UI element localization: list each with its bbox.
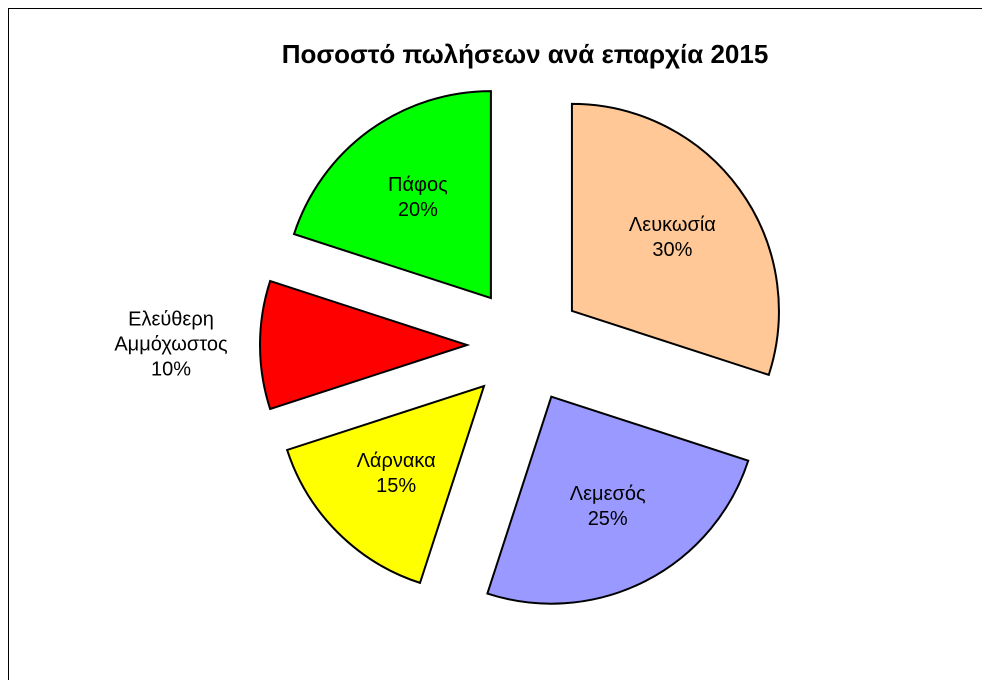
category-label: Λεμεσός	[569, 483, 646, 506]
slice-label: Λευκωσία 30%	[602, 213, 742, 263]
value-label: 20%	[397, 198, 438, 221]
pie-slice	[292, 90, 492, 300]
value-label: 25%	[587, 508, 628, 531]
category-label: Πάφος	[388, 173, 448, 196]
value-label: 15%	[376, 474, 417, 497]
pie-slice	[285, 384, 486, 585]
slice-label: Πάφος 20%	[348, 173, 488, 223]
pie-slice	[486, 395, 750, 605]
chart-title: Ποσοστό πωλήσεων ανά επαρχία 2015	[282, 39, 769, 69]
slice-label: Λάρνακα 15%	[326, 449, 466, 499]
value-label: 10%	[150, 358, 191, 381]
slice-label: Λεμεσός 25%	[538, 482, 678, 532]
category-label: Λευκωσία	[628, 213, 716, 236]
category-label: Λάρνακα	[356, 449, 436, 472]
category-label: Ελεύθερη Αμμόχωστος	[114, 308, 228, 356]
slice-label: Ελεύθερη Αμμόχωστος 10%	[101, 308, 241, 383]
value-label: 30%	[652, 238, 693, 261]
pie-slice	[259, 279, 471, 411]
pie-slice	[570, 102, 780, 377]
